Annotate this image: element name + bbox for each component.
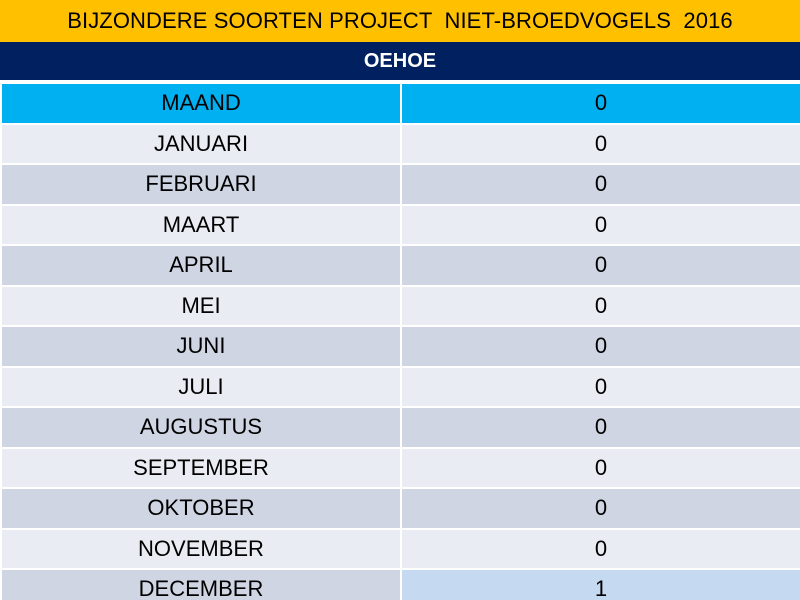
- month-cell: OKTOBER: [0, 487, 402, 530]
- page-title: BIJZONDERE SOORTEN PROJECT NIET-BROEDVOG…: [0, 0, 800, 42]
- month-cell: MAART: [0, 203, 402, 246]
- month-cell: NOVEMBER: [0, 527, 402, 570]
- count-cell: 0: [400, 487, 800, 530]
- month-cell: DECEMBER: [0, 568, 402, 600]
- species-heading: OEHOE: [0, 42, 800, 82]
- count-cell: 0: [400, 406, 800, 449]
- table-row: MEI 0: [0, 284, 800, 327]
- count-cell: 0: [400, 203, 800, 246]
- count-cell: 0: [400, 244, 800, 287]
- table-row: FEBRUARI 0: [0, 163, 800, 206]
- count-cell: 0: [400, 163, 800, 206]
- table-row: DECEMBER 1: [0, 568, 800, 600]
- month-cell: MEI: [0, 284, 402, 327]
- table-row: JULI 0: [0, 365, 800, 408]
- count-column-header: 0: [400, 82, 800, 125]
- month-column-header: MAAND: [0, 82, 402, 125]
- table-row: OKTOBER 0: [0, 487, 800, 530]
- count-cell: 0: [400, 325, 800, 368]
- month-cell: FEBRUARI: [0, 163, 402, 206]
- table-header-row: MAAND 0: [0, 82, 800, 125]
- table-row: SEPTEMBER 0: [0, 446, 800, 489]
- month-cell: JUNI: [0, 325, 402, 368]
- table-row: JUNI 0: [0, 325, 800, 368]
- table-row: JANUARI 0: [0, 122, 800, 165]
- table-row: NOVEMBER 0: [0, 527, 800, 570]
- count-cell: 0: [400, 122, 800, 165]
- count-cell: 0: [400, 284, 800, 327]
- month-cell: JULI: [0, 365, 402, 408]
- count-cell: 0: [400, 365, 800, 408]
- count-cell: 0: [400, 446, 800, 489]
- month-cell: SEPTEMBER: [0, 446, 402, 489]
- month-cell: AUGUSTUS: [0, 406, 402, 449]
- count-cell: 1: [400, 568, 800, 600]
- month-cell: JANUARI: [0, 122, 402, 165]
- count-cell: 0: [400, 527, 800, 570]
- table-row: MAART 0: [0, 203, 800, 246]
- monthly-count-table: MAAND 0 JANUARI 0 FEBRUARI 0 MAART 0 APR…: [0, 82, 800, 600]
- table-row: AUGUSTUS 0: [0, 406, 800, 449]
- table-row: APRIL 0: [0, 244, 800, 287]
- month-cell: APRIL: [0, 244, 402, 287]
